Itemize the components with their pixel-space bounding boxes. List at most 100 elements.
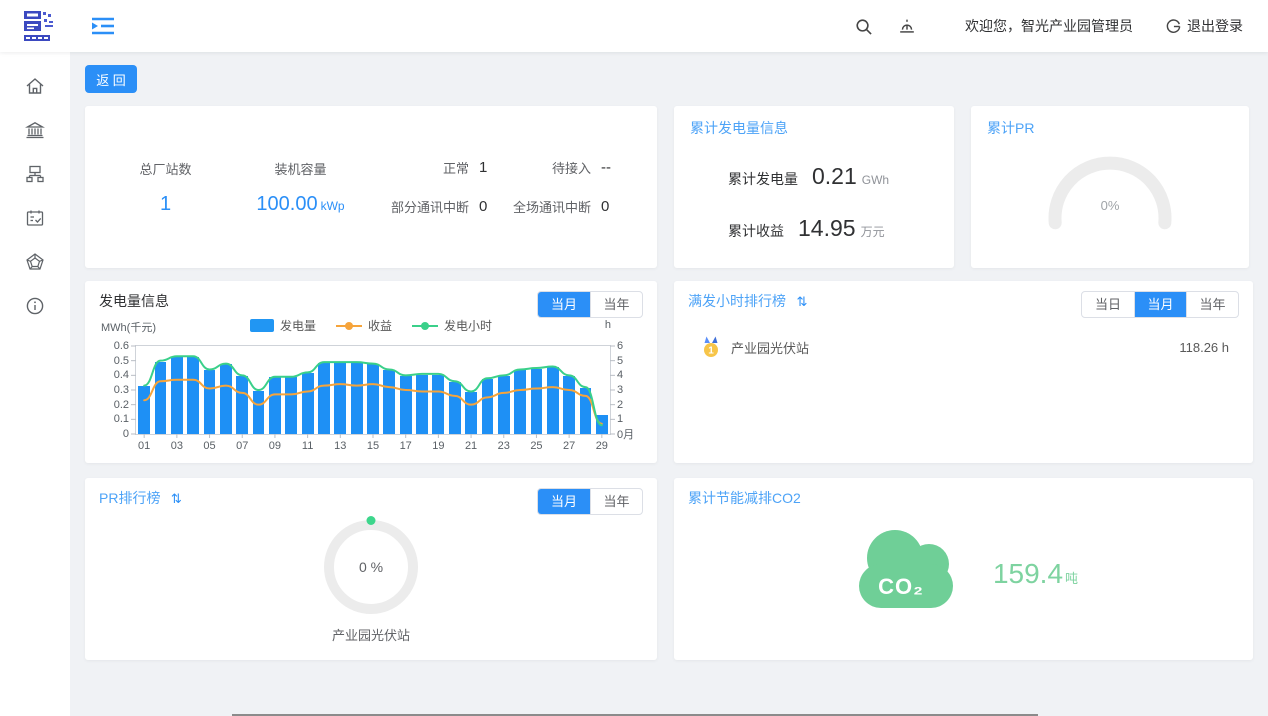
gauge-value: 0% (1100, 198, 1120, 213)
pr-donut[interactable]: 0 % (324, 516, 418, 614)
generation-bar[interactable] (497, 376, 510, 434)
sidebar-item-info[interactable] (13, 284, 57, 328)
tab-current-year[interactable]: 当年 (590, 489, 642, 514)
generation-bar[interactable] (514, 370, 526, 434)
generation-bar[interactable] (579, 387, 592, 434)
left-axis-tick: 0.5 (113, 354, 129, 367)
generation-bar[interactable] (465, 391, 477, 434)
x-axis-tick: 21 (464, 440, 478, 452)
logout-label: 退出登录 (1187, 18, 1243, 34)
right-axis-tick: 6 (617, 340, 624, 352)
generation-bar[interactable] (154, 361, 167, 434)
tab-current-month[interactable]: 当月 (1134, 292, 1186, 317)
co2-card: 累计节能减排CO2 CO₂ 159.4 吨 (674, 478, 1253, 660)
sort-icon[interactable]: ⇅ (170, 491, 182, 506)
legend-generation[interactable]: 发电量 (249, 317, 316, 334)
generation-bar[interactable] (170, 357, 183, 434)
co2-cloud-label: CO₂ (878, 574, 924, 599)
right-axis-tick: 1 (617, 413, 624, 426)
status-column-1: 正常 1 部分通讯中断 0 (383, 158, 505, 216)
station-name: 产业园光伏站 (731, 340, 810, 356)
generation-bar[interactable] (448, 381, 461, 434)
right-axis-tick: 5 (617, 354, 624, 367)
generation-bar[interactable] (481, 378, 494, 434)
generation-bar[interactable] (367, 364, 379, 434)
status-all-offline: 全场通讯中断 0 (505, 197, 627, 216)
overview-card: 总厂站数 1 装机容量 100.00 kWp 正常 1 部分通讯中断 0 待接入 (85, 106, 657, 268)
pr-ranking-card: PR排行榜 ⇅ 当月 当年 0 % 产业园光伏站 (85, 478, 657, 660)
x-axis-tick: 03 (170, 440, 183, 452)
logout-button[interactable]: 退出登录 (1165, 16, 1243, 36)
row-label: 累计发电量 (728, 171, 798, 187)
status-normal: 正常 1 (383, 158, 505, 177)
bank-icon (25, 122, 45, 139)
card-title: 累计PR (987, 120, 1035, 136)
generation-bar[interactable] (595, 415, 608, 434)
sidebar-item-enterprise[interactable] (13, 108, 57, 152)
generation-bar[interactable] (318, 362, 330, 434)
status-label: 待接入 (551, 161, 591, 176)
sidebar-item-schedule[interactable] (13, 196, 57, 240)
x-axis-tick: 13 (334, 440, 347, 452)
x-axis-tick: 15 (366, 440, 380, 452)
co2-unit: 吨 (1065, 571, 1079, 586)
x-axis-tick: 05 (203, 440, 216, 452)
tab-current-year[interactable]: 当年 (1186, 292, 1238, 317)
generation-bar[interactable] (252, 390, 265, 434)
card-title: 发电量信息 (99, 293, 169, 309)
tab-current-month[interactable]: 当月 (538, 489, 590, 514)
horizontal-scrollbar[interactable] (232, 714, 1038, 716)
generation-plot[interactable]: 0 0.1 0.2 0.3 0.4 0.5 0.6 0月 1 2 3 4 5 6 01 03 05 07 09 11 1… (114, 340, 634, 452)
card-title: PR排行榜 (99, 490, 161, 506)
generation-bar[interactable] (546, 367, 559, 434)
home-icon (26, 78, 44, 94)
sidebar-item-devices[interactable] (13, 152, 57, 196)
search-icon[interactable] (854, 17, 873, 36)
generation-bar[interactable] (187, 357, 200, 434)
generation-bar[interactable] (432, 374, 445, 434)
legend-hours[interactable]: 发电小时 (412, 317, 492, 334)
generation-bar[interactable] (285, 377, 298, 434)
generation-bar[interactable] (138, 386, 151, 434)
legend-label: 发电小时 (444, 319, 493, 333)
x-axis-tick: 01 (138, 440, 151, 452)
generation-bar[interactable] (530, 368, 543, 434)
app-logo[interactable] (20, 7, 60, 45)
sidebar-collapse-icon[interactable] (90, 14, 116, 38)
co2-value: 159.4 (992, 558, 1064, 589)
sidebar-item-home[interactable] (13, 64, 57, 108)
generation-bar[interactable] (563, 376, 576, 434)
generation-bar[interactable] (301, 373, 314, 434)
x-axis-tick: 19 (432, 440, 445, 452)
logo-mark (24, 11, 53, 41)
right-axis-tick: 0月 (617, 429, 635, 441)
status-value: 1 (479, 159, 488, 176)
alarm-icon[interactable] (897, 16, 917, 36)
back-button[interactable]: 返 回 (85, 65, 137, 93)
info-icon (26, 297, 44, 315)
status-label: 正常 (442, 161, 469, 176)
sidebar-item-report[interactable] (13, 240, 57, 284)
x-axis-tick: 29 (595, 440, 608, 452)
generation-bar[interactable] (269, 377, 281, 434)
generation-bar[interactable] (383, 370, 396, 434)
generation-bar[interactable] (236, 376, 249, 434)
tab-current-year[interactable]: 当年 (590, 292, 642, 317)
generation-bar[interactable] (220, 364, 232, 434)
ranking-list-item[interactable]: 1 产业园光伏站 118.26 h (688, 335, 1239, 359)
right-axis-tick: 4 (617, 369, 624, 382)
left-axis-tick: 0 (122, 428, 129, 440)
tab-current-day[interactable]: 当日 (1094, 297, 1121, 312)
generation-bar[interactable] (350, 362, 363, 434)
generation-bar[interactable] (203, 370, 216, 434)
sort-icon[interactable]: ⇅ (796, 294, 808, 309)
generation-bar[interactable] (416, 374, 428, 434)
tab-current-month[interactable]: 当月 (538, 292, 590, 317)
right-axis-label: h (604, 319, 611, 331)
generation-bar[interactable] (334, 362, 347, 434)
cumulative-revenue-row: 累计收益 14.95 万元 (690, 215, 938, 242)
x-axis-tick: 11 (301, 440, 314, 452)
generation-chart-card: 发电量信息 当月 当年 MWh(千元) h 发电量 收益 (85, 281, 657, 463)
generation-bar[interactable] (399, 376, 412, 434)
legend-revenue[interactable]: 收益 (335, 317, 392, 334)
